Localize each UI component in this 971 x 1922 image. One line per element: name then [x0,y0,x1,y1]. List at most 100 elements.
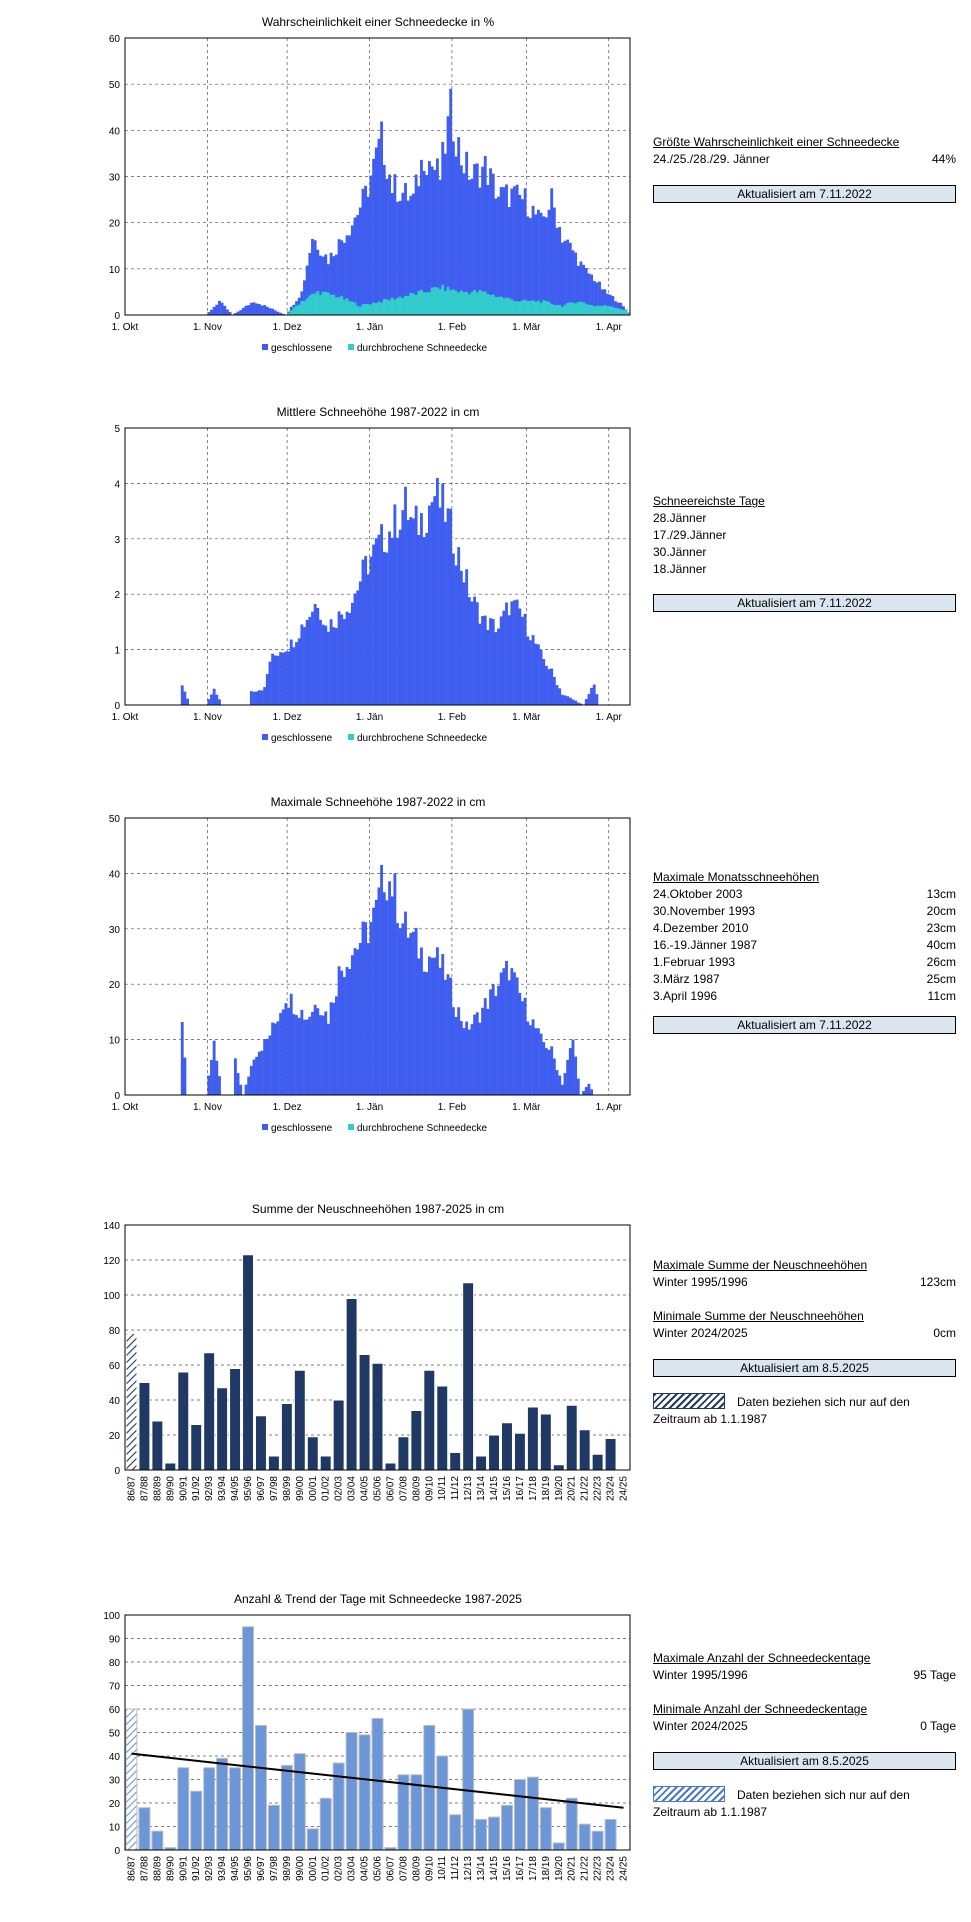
chart-mean-snow-depth: Mittlere Schneehöhe 1987-2022 in cm 0 1 2 3 4… [112,405,631,744]
bar-closed [563,240,567,315]
bar-closed [435,478,439,705]
bar-closed [281,313,285,315]
x-tick-label: 89/90 [165,1856,176,1881]
bar-broken [467,294,471,315]
legend-swatch-broken [348,344,354,350]
bar [501,1804,513,1851]
side-value: 13cm [926,887,956,901]
bar-closed [247,305,251,315]
bar-closed [449,88,453,316]
chart-new-snow-sum: Summe der Neuschneehöhen 1987-2025 in cm… [103,1202,631,1501]
x-tick-label: 15/16 [502,1476,513,1501]
bar-closed [207,312,211,315]
bar-broken [364,304,368,315]
bar-closed [433,496,437,705]
bar-closed [377,534,381,705]
bar-closed [289,993,293,1095]
x-tick-label: 00/01 [308,1856,319,1881]
bar [358,1354,371,1471]
bar-closed [568,1048,572,1095]
bar [604,1818,617,1851]
bar-closed [489,989,492,1095]
x-tick-label: 1. Mär [512,1102,541,1113]
bar [578,1429,591,1471]
bar [591,1830,604,1851]
bar-closed [324,254,328,315]
bar [513,1779,526,1851]
bar-closed [481,166,485,315]
bar-broken [412,293,415,315]
bar-closed [425,972,429,1095]
bar-closed [438,179,442,315]
bar-broken [489,295,492,315]
bar-closed [268,1035,272,1095]
bar-closed [361,559,365,705]
y-tick-label: 30 [109,925,121,936]
bar-broken [297,304,301,315]
bar-closed [358,581,362,705]
bar-broken [350,301,354,315]
bar-closed [462,173,466,315]
x-tick-label: 1. Mär [512,712,541,723]
bar-closed [249,691,253,705]
bar-closed [558,226,562,315]
bar-closed [576,1078,580,1095]
y-tick-label: 80 [109,1658,121,1669]
bar-closed [332,1002,336,1095]
bar-closed [289,639,293,705]
bar-closed [497,628,500,705]
bar-broken [377,301,381,315]
bar-broken [582,302,586,315]
bar-broken [571,302,575,315]
bar-broken [523,299,527,315]
bar-closed [321,1015,325,1095]
bar-broken [614,308,617,315]
bar [151,1830,164,1851]
bar-closed [374,147,378,315]
bar-closed [398,928,402,1095]
x-tick-label: 97/98 [269,1476,280,1501]
bar-closed [531,1019,535,1095]
y-tick-label: 60 [109,1361,121,1372]
bar-closed [239,1084,243,1095]
bar-closed [409,517,413,705]
bar-closed [236,311,240,315]
bar-broken [579,301,583,315]
legend-label: geschlossene [271,1123,333,1134]
bar-closed [574,1056,578,1095]
bar [488,1434,501,1471]
bar-closed [428,505,431,705]
x-tick-label: 20/21 [567,1856,578,1881]
bar [280,1403,293,1471]
bar-closed [252,302,256,315]
bar-closed [420,513,423,705]
side-value: 44% [931,152,956,166]
bar-closed [385,552,389,705]
x-tick-label: 23/24 [606,1476,617,1501]
bar-closed [433,957,437,1095]
x-tick-label: 14/15 [489,1856,500,1881]
bar-closed [494,198,498,315]
bar-closed [329,619,333,705]
x-tick-label: 96/97 [256,1476,267,1501]
legend-label: durchbrochene Schneedecke [357,343,488,354]
bar-closed [521,1001,524,1095]
bar-broken [441,284,445,315]
bar-closed [449,508,453,705]
bar-broken [459,290,463,315]
x-tick-label: 12/13 [463,1476,474,1501]
bar [254,1415,267,1471]
bar-closed [239,310,243,315]
legend-swatch-broken [348,1124,354,1130]
y-tick-label: 2 [114,590,120,601]
bar-broken [499,296,503,315]
bar-closed [491,619,495,705]
bar-closed [483,998,487,1095]
bar-closed [465,569,469,705]
bar-closed [414,505,418,705]
bar-closed [263,1039,267,1095]
bar-closed [313,1004,317,1095]
bar-broken [313,293,317,315]
bar-closed [518,194,522,315]
bar-closed [505,960,508,1095]
